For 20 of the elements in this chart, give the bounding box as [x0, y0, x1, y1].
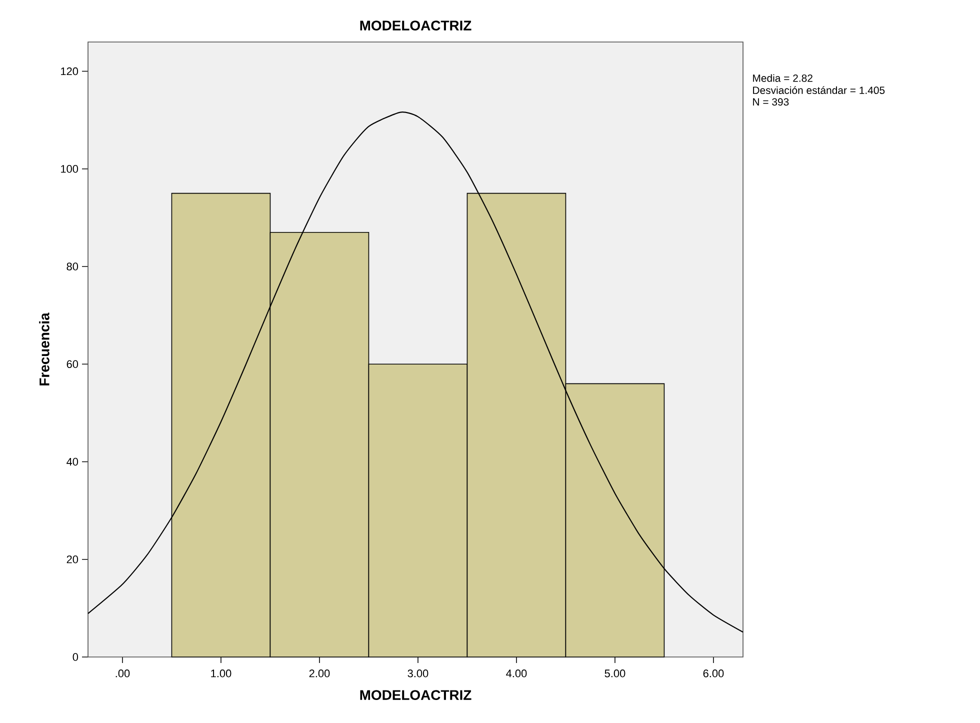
x-tick-label: 3.00: [408, 670, 428, 678]
text: Media = 2.82: [753, 74, 812, 82]
text: Desviación estándar = 1.405: [753, 86, 885, 94]
x-tick-label: 1.00: [211, 670, 232, 678]
x-tick-label: 2.00: [309, 670, 330, 678]
x-tick-label: 6.00: [703, 670, 724, 678]
x-axis-title: MODELOACTRIZ: [360, 690, 472, 700]
chart-title: MODELOACTRIZ: [360, 20, 472, 30]
text: N = 393: [753, 98, 789, 106]
x-tick-label: .00: [116, 670, 130, 678]
y-tick-label: 100: [61, 165, 78, 173]
y-tick-label: 120: [61, 67, 78, 76]
y-tick-label: 0: [72, 653, 78, 661]
y-tick-label: 20: [66, 556, 78, 564]
y-tick-label: 60: [66, 360, 78, 368]
y-tick-label: 80: [66, 262, 78, 270]
y-axis-title: Frecuencia: [39, 312, 50, 386]
x-tick-label: 4.00: [506, 670, 527, 678]
y-tick-label: 40: [66, 458, 78, 466]
x-tick-label: 5.00: [604, 670, 626, 678]
